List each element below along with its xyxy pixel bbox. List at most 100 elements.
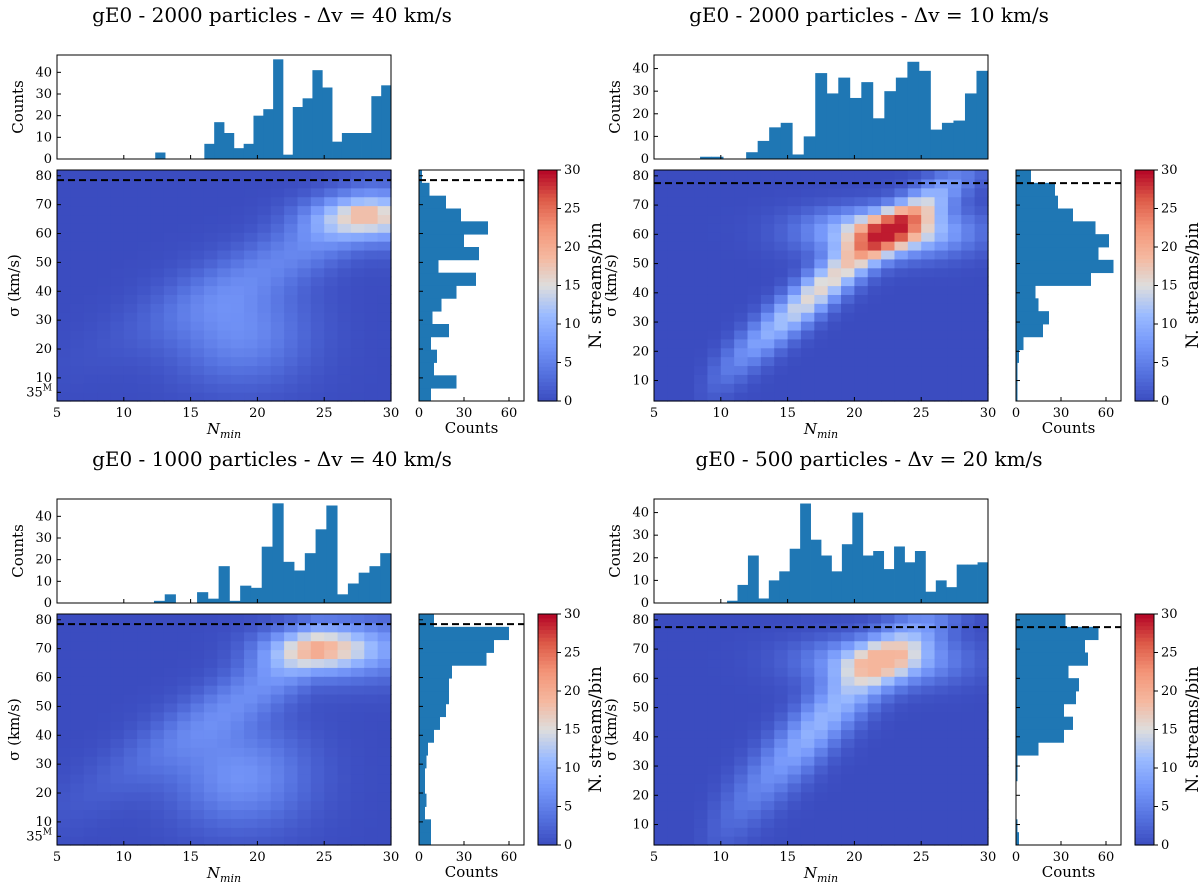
heatmap-cell	[110, 791, 125, 802]
heatmap-cell	[310, 312, 325, 322]
heatmap-cell	[244, 312, 258, 322]
heatmap-cell	[734, 640, 749, 651]
heatmap-cell	[747, 729, 762, 739]
colorbar-segment	[1135, 181, 1154, 186]
heatmap-cell	[720, 356, 735, 367]
heatmap-cell	[814, 276, 829, 287]
heatmap-cell	[110, 711, 125, 722]
heatmap-cell	[694, 383, 709, 393]
heatmap-cell	[827, 285, 842, 295]
heatmap-cell	[203, 658, 218, 668]
heatmap-cell	[894, 818, 909, 828]
heatmap-cell	[57, 303, 71, 313]
heatmap-cell	[310, 356, 325, 367]
top-hist-bar	[821, 555, 832, 603]
colorbar-tick-label: 20	[564, 240, 581, 255]
top-hist-bar	[197, 592, 209, 603]
colorbar-segment	[1135, 814, 1154, 819]
heatmap-cell	[694, 232, 709, 242]
heatmap-cell	[230, 232, 245, 242]
heatmap-cell	[774, 365, 789, 375]
heatmap-cell	[57, 702, 71, 713]
colorbar-segment	[538, 633, 557, 638]
heatmap-cell	[894, 711, 909, 722]
colorbar-segment	[1135, 185, 1154, 190]
heatmap-cell	[203, 294, 218, 304]
heatmap-cell	[350, 392, 365, 402]
heatmap-cell	[324, 756, 339, 766]
colorbar-segment	[538, 779, 557, 784]
heatmap-cell	[854, 720, 869, 731]
side-hist-bar	[419, 182, 430, 197]
colorbar-segment	[538, 393, 557, 398]
heatmap-cell	[123, 294, 138, 304]
heatmap-cell	[377, 640, 392, 651]
heatmap-cell	[297, 170, 312, 180]
side-hist-bar	[419, 768, 425, 782]
colorbar-segment	[538, 173, 557, 179]
heatmap-cell	[867, 818, 882, 828]
heatmap-cell	[881, 356, 896, 367]
colorbar-segment	[1135, 710, 1154, 715]
heatmap-cell	[694, 765, 709, 775]
heatmap-cell	[190, 827, 205, 837]
colorbar-segment	[1135, 660, 1154, 665]
heatmap-cell	[827, 321, 842, 331]
heatmap-cell	[707, 258, 722, 269]
heatmap-cell	[203, 614, 218, 624]
heatmap-cell	[800, 178, 815, 189]
heatmap-cell	[974, 365, 989, 375]
heatmap-cell	[177, 258, 192, 269]
heatmap-cell	[707, 196, 722, 207]
heatmap-cell	[57, 347, 71, 358]
heatmap-cell	[150, 276, 165, 287]
heatmap-cell	[110, 294, 125, 304]
colorbar-segment	[538, 370, 557, 375]
heatmap-cell	[244, 321, 258, 331]
heatmap-cell	[894, 196, 909, 207]
heatmap-cell	[137, 347, 152, 358]
heatmap-cell	[974, 640, 989, 651]
heatmap-cell	[163, 312, 178, 322]
heatmap-cell	[150, 765, 165, 775]
heatmap-cell	[707, 294, 722, 304]
heatmap-cell	[707, 827, 722, 837]
heatmap-cell	[57, 312, 71, 322]
heatmap-cell	[894, 747, 909, 757]
heatmap-cell	[97, 836, 112, 846]
colorbar-segment	[538, 660, 557, 665]
heatmap-cell	[337, 321, 352, 331]
colorbar-segment	[1135, 706, 1154, 711]
top-hist-bar	[800, 503, 811, 603]
heatmap-cell	[787, 658, 802, 668]
heatmap-cell	[110, 170, 125, 180]
side-hist-bar	[1016, 195, 1058, 209]
top-hist-bar	[351, 133, 362, 159]
heatmap-cell	[364, 258, 379, 269]
side-hist-bar	[419, 324, 449, 338]
colorbar-segment	[1135, 775, 1154, 781]
heatmap-cell	[203, 693, 218, 704]
heatmap-cell	[907, 347, 922, 358]
heatmap-cell	[934, 676, 949, 686]
heatmap-cell	[814, 738, 829, 748]
heatmap-cell	[284, 667, 299, 677]
heatmap-cell	[800, 312, 815, 322]
heatmap-cell	[257, 312, 272, 322]
y-tick-label: 80	[632, 613, 649, 628]
heatmap-cell	[70, 827, 85, 837]
heatmap-cell	[257, 356, 272, 367]
heatmap-cell	[961, 276, 976, 287]
heatmap-cell	[284, 294, 299, 304]
heatmap-cell	[774, 196, 789, 207]
colorbar-segment	[538, 741, 557, 746]
heatmap-cell	[934, 214, 949, 224]
heatmap-cell	[163, 223, 178, 233]
heatmap-cell	[934, 338, 949, 349]
heatmap-cell	[97, 765, 112, 775]
heatmap-cell	[110, 649, 125, 660]
heatmap-cell	[881, 303, 896, 313]
heatmap-cell	[747, 809, 762, 819]
heatmap-cell	[377, 249, 392, 260]
